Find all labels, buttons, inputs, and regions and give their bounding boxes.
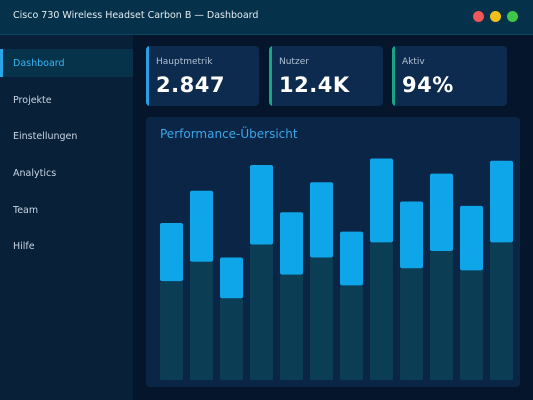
maximize-window-button[interactable] [507,11,518,22]
bar-reflection [190,261,213,380]
stat-value: 94% [402,73,454,97]
chart-bar [490,160,513,243]
stat-card-aktiv: Aktiv 94% [392,46,507,106]
chart-bar [310,182,333,258]
minimize-window-button[interactable] [490,11,501,22]
sidebar-item-label: Hilfe [13,241,35,252]
sidebar-item-hilfe[interactable]: Hilfe [0,232,133,260]
bar-reflection [490,242,513,380]
sidebar-item-team[interactable]: Team [0,196,133,224]
chart-bar [280,212,303,275]
chart-bar [220,257,243,299]
bar-reflection [280,274,303,380]
chart-title: Performance-Übersicht [160,127,298,141]
bar-reflection [370,242,393,380]
chart-bar [160,223,183,282]
bar-reflection [340,285,363,380]
sidebar-item-dashboard[interactable]: Dashboard [0,49,133,77]
title-bar: Cisco 730 Wireless Headset Carbon B — Da… [0,0,533,35]
sidebar-item-projekte[interactable]: Projekte [0,86,133,114]
stat-card-accent [392,46,395,106]
bar-reflection [220,298,243,380]
sidebar-item-label: Projekte [13,95,52,106]
sidebar-item-label: Team [13,205,39,216]
chart-bar [370,158,393,243]
performance-panel: Performance-Übersicht [146,117,520,387]
chart-bar [190,190,213,262]
chart-bar [430,173,453,251]
window-title: Cisco 730 Wireless Headset Carbon B — Da… [13,10,259,21]
stat-card-nutzer: Nutzer 12.4K [269,46,383,106]
bar-reflection [460,270,483,380]
bar-reflection [400,268,423,380]
bar-reflection [430,251,453,380]
sidebar: Dashboard Projekte Einstellungen Analyti… [0,35,133,400]
sidebar-item-label: Dashboard [13,58,65,69]
bar-reflection [160,281,183,380]
stat-card-accent [146,46,149,106]
sidebar-item-label: Analytics [13,168,57,179]
bar-reflection [310,257,333,380]
stat-label: Nutzer [279,57,309,67]
performance-chart [160,158,513,380]
chart-bar [400,201,423,269]
chart-bar [460,205,483,271]
chart-bar [340,231,363,286]
stat-value: 12.4K [279,73,350,97]
sidebar-item-analytics[interactable]: Analytics [0,159,133,187]
stat-label: Hauptmetrik [156,57,213,67]
sidebar-item-einstellungen[interactable]: Einstellungen [0,122,133,150]
chart-bar [250,165,273,245]
stat-card-accent [269,46,272,106]
stat-value: 2.847 [156,73,225,97]
sidebar-item-label: Einstellungen [13,131,78,142]
stat-label: Aktiv [402,57,425,67]
bar-reflection [250,244,273,380]
close-window-button[interactable] [473,11,484,22]
stat-card-hauptmetrik: Hauptmetrik 2.847 [146,46,259,106]
